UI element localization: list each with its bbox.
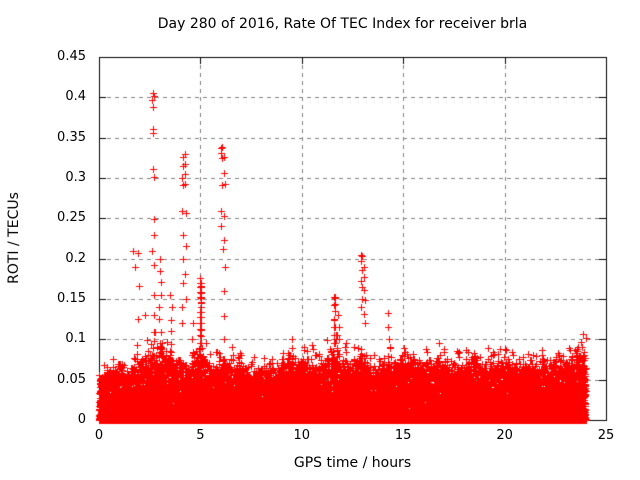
y-tick-label: 0.1: [65, 331, 86, 347]
y-tick-label: 0.2: [65, 250, 86, 266]
y-tick-label: 0.4: [65, 89, 86, 105]
x-tick-label: 25: [597, 428, 615, 443]
x-tick-label: 5: [196, 428, 205, 443]
x-tick-label: 0: [94, 428, 104, 443]
y-tick-label: 0.25: [57, 210, 86, 226]
x-tick-label: 20: [496, 428, 513, 443]
x-tick-label: 10: [293, 428, 311, 443]
y-axis-label: ROTI / TECUs: [6, 192, 22, 284]
y-tick-label: 0.15: [57, 291, 86, 306]
x-axis-label: GPS time / hours: [293, 455, 412, 471]
x-tick-label: 15: [394, 428, 412, 443]
y-tick-label: 0.35: [57, 129, 86, 145]
y-tick-label: 0.3: [65, 170, 86, 185]
chart-title: Day 280 of 2016, Rate Of TEC Index for r…: [157, 16, 528, 32]
y-tick-label: 0.45: [57, 49, 86, 64]
y-tick-label: 0.05: [57, 371, 86, 387]
y-tick-label: 0: [77, 412, 86, 427]
